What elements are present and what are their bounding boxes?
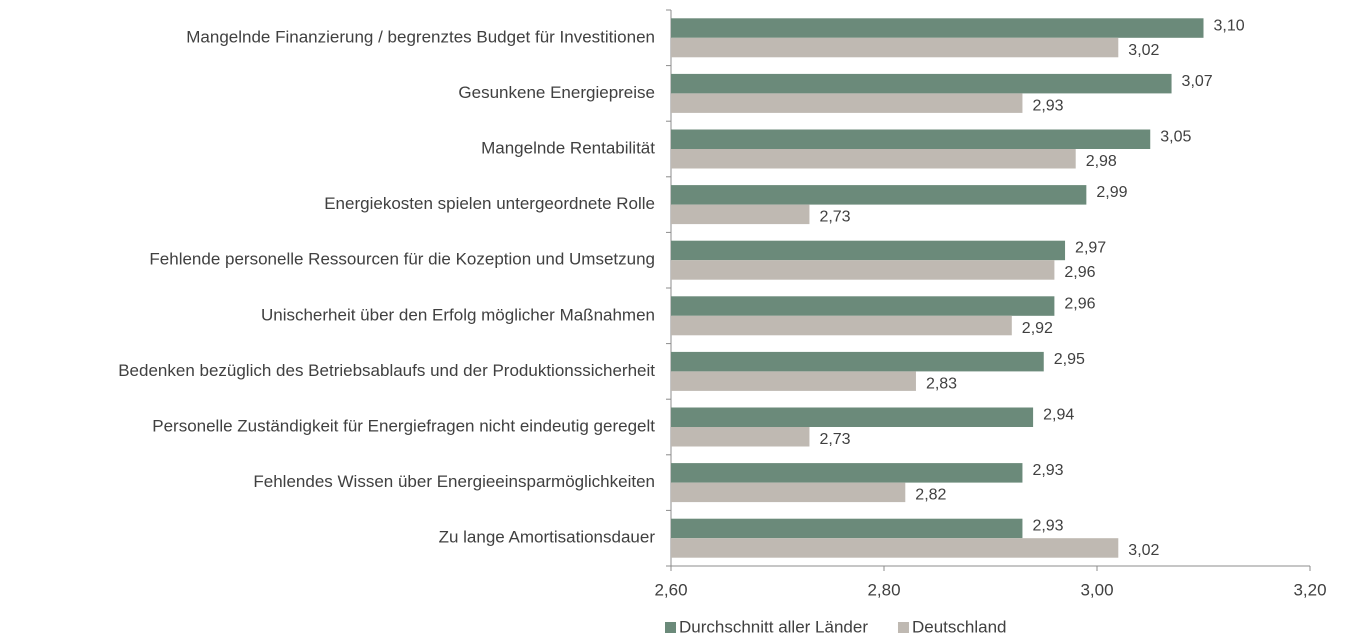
category-label: Zu lange Amortisationsdauer bbox=[439, 528, 656, 547]
legend-swatch bbox=[897, 622, 909, 633]
bar bbox=[671, 407, 1034, 427]
value-label: 2,98 bbox=[1086, 153, 1117, 170]
bar bbox=[671, 260, 1055, 280]
value-label: 2,93 bbox=[1032, 518, 1063, 535]
bar bbox=[671, 315, 1012, 336]
category-label: Gesunkene Energiepreise bbox=[458, 83, 655, 102]
bar bbox=[671, 73, 1172, 94]
value-label: 2,95 bbox=[1054, 351, 1085, 368]
bar bbox=[671, 463, 1023, 483]
bar bbox=[671, 204, 810, 225]
x-tick-label: 2,60 bbox=[654, 580, 687, 599]
bar bbox=[671, 371, 916, 391]
bar bbox=[671, 149, 1076, 169]
category-label: Unischerheit über den Erfolg möglicher M… bbox=[261, 305, 655, 324]
bar bbox=[671, 351, 1044, 372]
bar bbox=[671, 427, 810, 447]
value-label: 3,07 bbox=[1182, 73, 1213, 90]
category-label: Fehlendes Wissen über Energieeinsparmögl… bbox=[253, 472, 655, 491]
legend-label: Deutschland bbox=[912, 617, 1007, 636]
bar bbox=[671, 538, 1119, 558]
value-label: 3,02 bbox=[1128, 542, 1159, 559]
bar bbox=[671, 482, 906, 503]
value-label: 2,96 bbox=[1064, 295, 1095, 312]
bar bbox=[671, 240, 1066, 261]
category-label: Fehlende personelle Ressourcen für die K… bbox=[149, 250, 655, 269]
value-label: 2,99 bbox=[1096, 184, 1127, 201]
value-label: 2,96 bbox=[1064, 264, 1095, 281]
bar bbox=[671, 185, 1087, 205]
category-label: Personelle Zuständigkeit für Energiefrag… bbox=[152, 416, 655, 435]
value-label: 2,82 bbox=[915, 487, 946, 504]
category-label: Mangelnde Finanzierung / begrenztes Budg… bbox=[186, 27, 655, 46]
category-label: Mangelnde Rentabilität bbox=[481, 138, 655, 157]
bar bbox=[671, 296, 1055, 316]
bar bbox=[671, 129, 1151, 149]
value-label: 2,83 bbox=[926, 375, 957, 392]
value-label: 2,92 bbox=[1022, 320, 1053, 337]
category-label: Energiekosten spielen untergeordnete Rol… bbox=[324, 194, 655, 213]
bar bbox=[671, 18, 1204, 38]
value-label: 2,93 bbox=[1032, 97, 1063, 114]
value-label: 2,94 bbox=[1043, 406, 1074, 423]
value-label: 2,93 bbox=[1032, 462, 1063, 479]
value-label: 3,02 bbox=[1128, 42, 1159, 59]
legend-swatch bbox=[665, 622, 676, 633]
value-label: 2,73 bbox=[819, 209, 850, 226]
x-tick-label: 3,00 bbox=[1080, 580, 1113, 599]
x-tick-label: 2,80 bbox=[867, 580, 900, 599]
category-label: Bedenken bezüglich des Betriebsablaufs u… bbox=[118, 361, 655, 380]
bar bbox=[671, 518, 1023, 539]
value-label: 3,05 bbox=[1160, 128, 1191, 145]
value-label: 2,73 bbox=[819, 431, 850, 448]
bar bbox=[671, 37, 1119, 58]
bar bbox=[671, 93, 1023, 113]
legend-label: Durchschnitt aller Länder bbox=[679, 617, 868, 636]
value-label: 2,97 bbox=[1075, 240, 1106, 257]
x-tick-label: 3,20 bbox=[1293, 580, 1326, 599]
value-label: 3,10 bbox=[1214, 17, 1245, 34]
